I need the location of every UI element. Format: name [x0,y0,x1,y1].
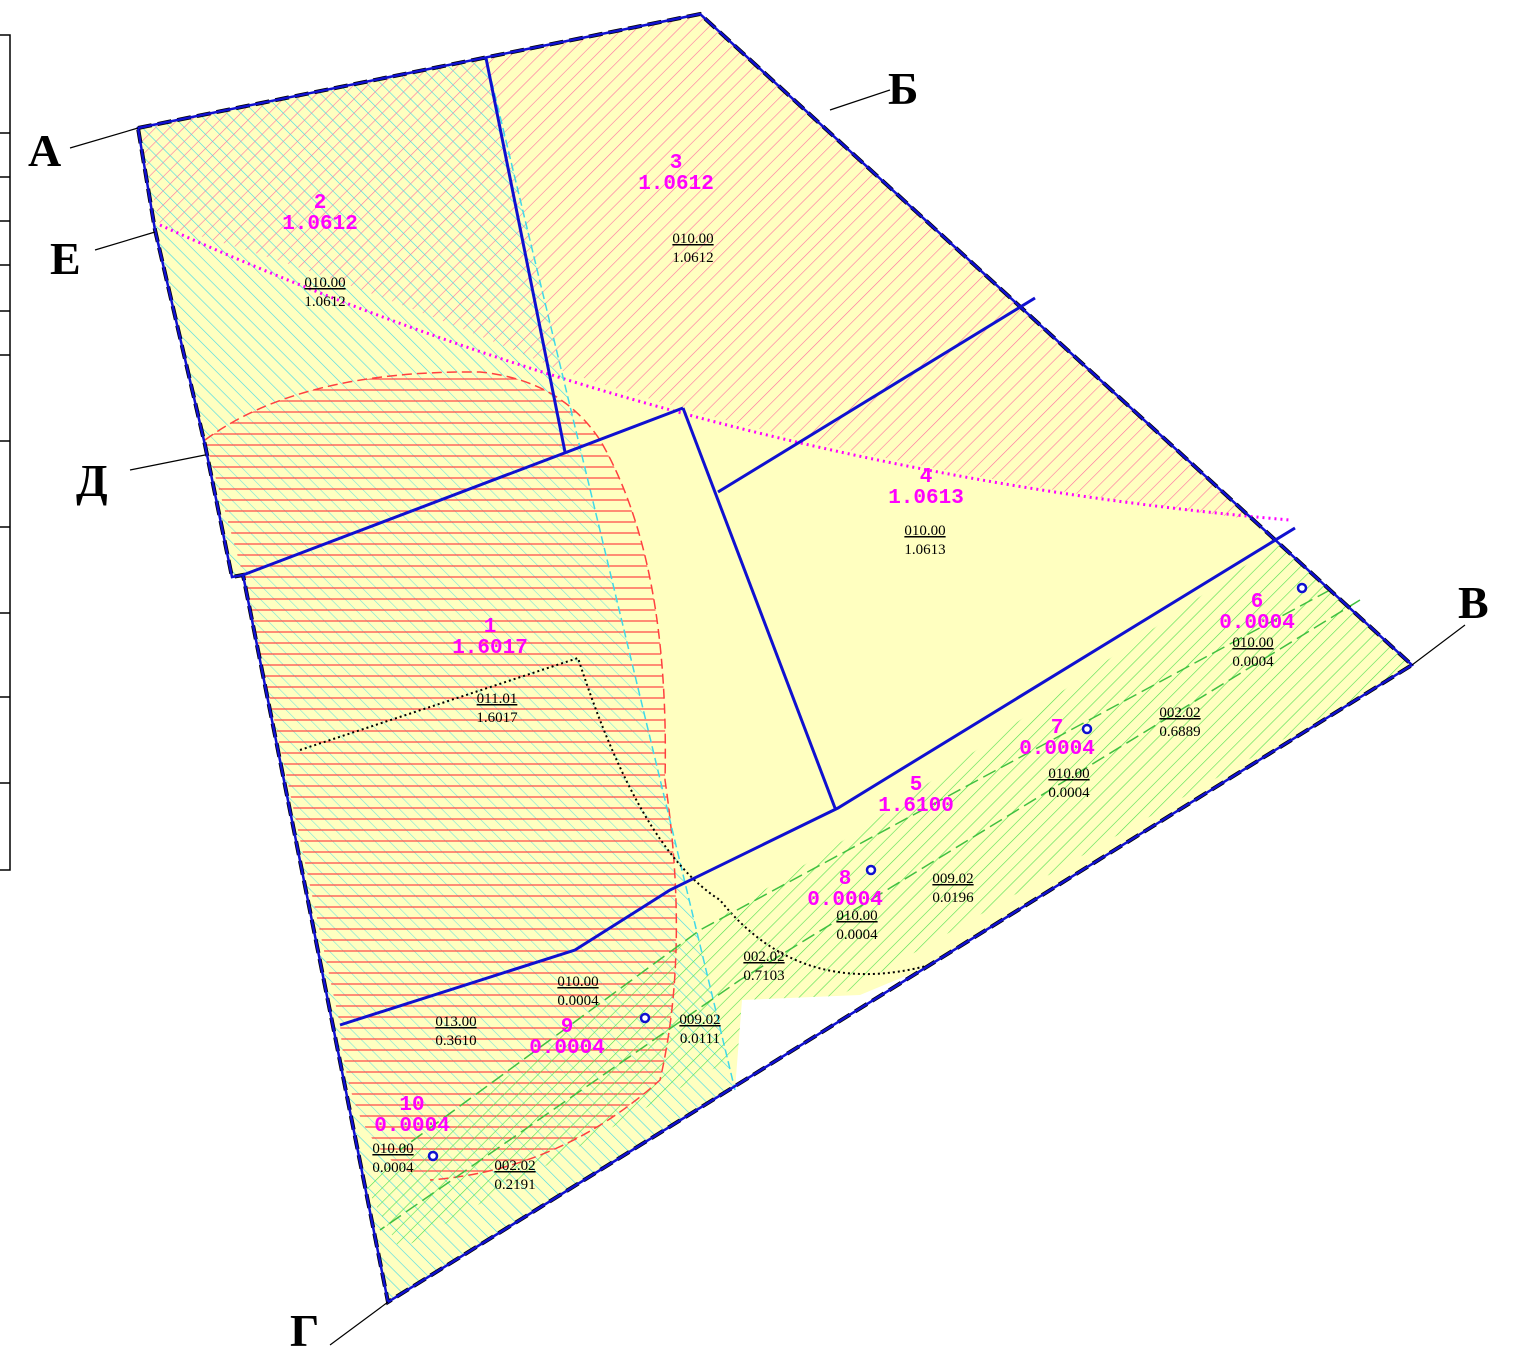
fraction-code: 002.02 [743,949,784,965]
parcel-number: 5 [910,774,923,797]
fraction-area: 0.0111 [680,1031,720,1047]
parcel-area: 0.0004 [529,1037,605,1060]
parcel-area: 0.0004 [374,1115,450,1138]
fraction-area: 1.0612 [304,294,345,310]
fraction-area: 0.6889 [1159,724,1200,740]
parcel-area: 1.6017 [452,637,528,660]
parcel-area: 1.6100 [878,795,954,818]
fraction-code: 002.02 [494,1158,535,1174]
parcel-number: 1 [484,616,497,639]
corner-label: Д [76,455,108,506]
parcel-area: 0.0004 [1019,738,1095,761]
corner-label: Г [290,1305,319,1350]
fraction-area: 0.0004 [1048,785,1090,801]
fraction-code: 010.00 [1232,635,1273,651]
fraction-code: 010.00 [372,1141,413,1157]
left-table [0,35,10,870]
corner-label: Б [888,63,918,114]
parcel-number: 10 [399,1094,424,1117]
fraction-area: 0.2191 [494,1177,535,1193]
fraction-area: 0.0004 [372,1160,414,1176]
fraction-code: 009.02 [679,1012,720,1028]
fraction-area: 0.3610 [435,1033,476,1049]
fraction-area: 0.0004 [557,993,599,1009]
parcel-number: 2 [314,192,327,215]
corner-label: А [28,125,61,176]
parcel-area: 1.0613 [888,487,964,510]
parcel-area: 0.0004 [1219,612,1295,635]
parcel-number: 6 [1251,591,1264,614]
corner-label: В [1458,577,1489,628]
fills [0,0,1513,1350]
fraction-code: 010.00 [304,275,345,291]
fraction-area: 0.0004 [836,927,878,943]
fraction-code: 010.00 [1048,766,1089,782]
parcel-number: 3 [670,152,683,175]
fraction-area: 1.0613 [904,542,945,558]
parcel-number: 7 [1051,717,1064,740]
parcel-area: 1.0612 [638,173,714,196]
fraction-code: 010.00 [904,523,945,539]
fraction-code: 010.00 [836,908,877,924]
parcel-number: 9 [561,1016,574,1039]
fraction-area: 0.0196 [932,890,974,906]
fraction-area: 0.7103 [743,968,784,984]
parcel-area: 1.0612 [282,213,358,236]
fraction-code: 010.00 [672,231,713,247]
fraction-code: 011.01 [477,691,518,707]
fraction-code: 010.00 [557,974,598,990]
cadastral-map: АБВГДЕ11.601721.061231.061241.061351.610… [0,0,1513,1350]
fraction-area: 1.0612 [672,250,713,266]
parcel-number: 4 [920,466,933,489]
fraction-code: 009.02 [932,871,973,887]
parcel-number: 8 [839,868,852,891]
fraction-area: 1.6017 [476,710,518,726]
fraction-code: 002.02 [1159,705,1200,721]
fraction-area: 0.0004 [1232,654,1274,670]
fraction-code: 013.00 [435,1014,476,1030]
corner-label: Е [50,233,81,284]
